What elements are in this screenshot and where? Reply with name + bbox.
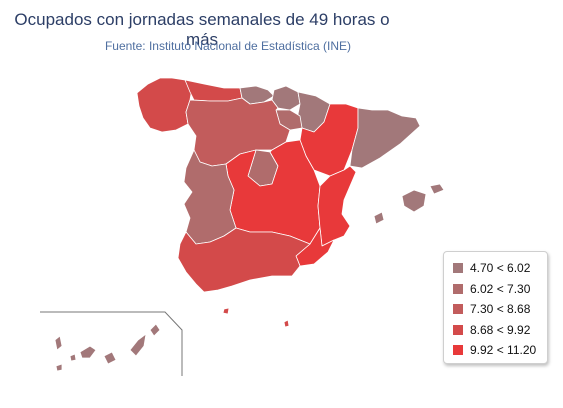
legend-swatch [453,263,463,274]
legend-swatch [453,345,463,356]
legend-item[interactable]: 6.02 < 7.30 [453,279,547,300]
region-canarias-gran-canaria[interactable] [103,351,117,365]
region-cataluna[interactable] [349,107,421,169]
legend-item[interactable]: 8.68 < 9.92 [453,320,547,341]
legend-label: 9.92 < 11.20 [470,343,537,358]
legend-swatch [453,283,463,294]
legend-item[interactable]: 4.70 < 6.02 [453,258,547,279]
region-canarias-tenerife[interactable] [79,345,97,359]
region-galicia[interactable] [136,77,193,133]
legend-label: 8.68 < 9.92 [470,322,531,337]
region-comunidad-valenciana[interactable] [317,165,357,247]
region-canarias-el-hierro[interactable] [55,363,63,372]
legend-label: 6.02 < 7.30 [470,281,531,296]
region-andalucia[interactable] [177,227,311,293]
map-subtitle: Fuente: Instituto Nacional de Estadístic… [104,39,352,53]
legend-swatch [453,304,463,315]
region-baleares-menorca[interactable] [429,183,445,195]
region-melilla[interactable] [283,319,290,328]
canarias-inset-frame [40,311,183,376]
legend-swatch [453,324,463,335]
region-asturias[interactable] [184,79,243,102]
region-canarias-lanzarote[interactable] [149,323,161,337]
region-canarias-fuerteventura[interactable] [129,333,147,357]
legend-label: 7.30 < 8.68 [470,302,531,317]
legend-item[interactable]: 9.92 < 11.20 [453,340,547,361]
map-legend: 4.70 < 6.02 6.02 < 7.30 7.30 < 8.68 8.68… [443,251,548,364]
region-ceuta[interactable] [222,307,230,315]
region-baleares-ibiza[interactable] [373,211,385,225]
region-castilla-la-mancha[interactable] [225,139,321,245]
region-baleares-mallorca[interactable] [401,189,427,213]
map-title: Ocupados con jornadas semanales de 49 ho… [14,10,390,49]
region-canarias-la-gomera[interactable] [69,353,77,362]
region-canarias-la-palma[interactable] [54,335,63,351]
legend-label: 4.70 < 6.02 [470,261,531,276]
legend-item[interactable]: 7.30 < 8.68 [453,299,547,320]
